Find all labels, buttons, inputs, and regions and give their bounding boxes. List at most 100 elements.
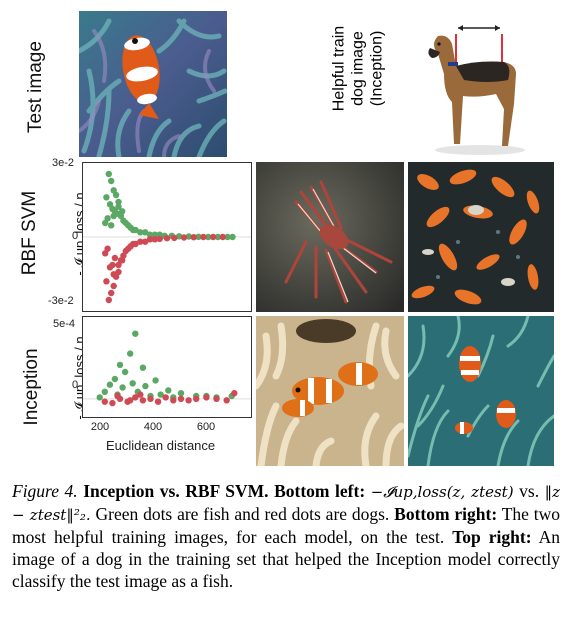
scatter-plot-rbf — [82, 162, 252, 312]
dog-point — [110, 271, 117, 278]
fish-point — [102, 219, 109, 227]
formula-influence: −𝓘up,loss(z, ztest) — [370, 483, 514, 501]
fish-point — [157, 391, 164, 398]
dog-point — [119, 257, 126, 264]
dog-point — [162, 394, 169, 401]
fish-point — [110, 187, 117, 194]
fish-point — [151, 231, 159, 238]
ytick-rbf-zero: 0 — [72, 230, 79, 242]
dog-point — [171, 234, 178, 242]
dog-point — [132, 240, 139, 248]
top-right-label: Top right: — [452, 527, 532, 547]
rbf-helpful-image-1 — [256, 162, 404, 312]
fish-point — [139, 364, 147, 371]
fish-point — [142, 229, 149, 236]
row-label-inception: Inception — [21, 348, 42, 426]
fish-point — [214, 233, 222, 241]
fish-point — [165, 387, 172, 394]
fish-point — [116, 361, 124, 369]
fish-point — [177, 390, 185, 397]
dog-point — [180, 234, 188, 241]
fish-point — [137, 229, 144, 236]
dog-point — [101, 398, 108, 405]
fish-point — [96, 394, 103, 401]
fish-point — [106, 201, 114, 208]
fish-point — [115, 198, 122, 206]
helpful-label-line3: (Inception) — [368, 30, 386, 107]
dog-point — [154, 398, 162, 405]
dog-point — [223, 397, 230, 404]
formula-distance: ‖z − ztest‖²₂. — [12, 483, 561, 524]
xtick-200: 200 — [90, 421, 110, 433]
scatter-svg-inception — [83, 330, 251, 407]
caption-sentence-2: The two most helpful training images, fo… — [12, 504, 560, 547]
dog-point — [147, 395, 154, 402]
fish-point — [110, 212, 117, 220]
dog-point — [102, 250, 109, 257]
fish-point — [105, 170, 112, 178]
fish-point — [108, 177, 115, 185]
dog-point — [190, 234, 197, 241]
dog-point — [132, 394, 139, 401]
inception-helpful-image-2 — [408, 316, 554, 466]
fish-point — [106, 381, 114, 388]
caption-sentence-3: An image of a dog in the training set th… — [12, 527, 560, 591]
dog-point — [105, 296, 112, 304]
test-image-label: Test image — [25, 41, 46, 133]
ytick-inception-zero: 0 — [72, 379, 79, 391]
fish-point — [146, 231, 154, 238]
dog-point — [209, 233, 217, 241]
dog-point — [170, 397, 177, 404]
xtick-400: 400 — [143, 421, 163, 433]
dog-point — [111, 254, 119, 262]
dog-point — [139, 397, 147, 404]
dog-point — [103, 278, 110, 285]
dog-point — [203, 394, 210, 401]
dog-point — [115, 268, 122, 276]
fish-point — [103, 194, 110, 201]
rbf-helpful-image-2 — [408, 162, 554, 312]
dog-point — [231, 390, 238, 397]
bottom-right-label: Bottom right: — [394, 504, 498, 524]
dog-point — [219, 233, 226, 241]
fish-point — [152, 377, 159, 384]
dog-point — [137, 391, 144, 398]
fish-point — [185, 233, 192, 240]
fish-point — [132, 226, 139, 234]
fish-point — [229, 233, 236, 241]
fish-point — [121, 368, 129, 376]
fish-point — [119, 384, 126, 391]
fish-point — [224, 233, 231, 241]
caption-sentence-1: Green dots are fish and red dots are dog… — [95, 504, 390, 524]
fish-point — [112, 191, 120, 199]
dog-point — [156, 235, 163, 243]
dog-point — [114, 392, 121, 400]
fish-point — [195, 233, 202, 240]
fish-point — [101, 388, 108, 395]
caption-title: Inception vs. RBF SVM. — [83, 481, 269, 501]
bottom-left-label: Bottom left: — [274, 481, 366, 501]
helpful-dog-label: Helpful train dog image (Inception) — [330, 0, 387, 144]
fish-point — [205, 233, 212, 241]
dog-point — [185, 397, 192, 404]
fish-point — [132, 330, 139, 337]
dog-point — [108, 289, 115, 297]
fish-point — [127, 350, 134, 357]
dog-point — [109, 261, 116, 269]
dog-point — [110, 282, 117, 290]
test-image-clownfish — [79, 11, 227, 157]
fish-point — [108, 222, 115, 229]
helpful-dog-image — [408, 14, 553, 159]
ytick-rbf-top: 3e-2 — [52, 157, 75, 169]
dog-point — [127, 397, 134, 404]
dog-point — [146, 236, 154, 243]
fish-point — [115, 203, 122, 210]
ytick-inception-top: 5e-4 — [53, 318, 76, 330]
helpful-label-line1: Helpful train — [330, 25, 348, 112]
x-axis-label: Euclidean distance — [106, 438, 216, 453]
fish-point — [142, 382, 149, 390]
helpful-label-line2: dog image — [349, 31, 367, 106]
figure-caption: Figure 4. Inception vs. RBF SVM. Bottom … — [12, 480, 560, 592]
dog-point — [200, 233, 207, 241]
scatter-plot-inception — [82, 316, 252, 418]
